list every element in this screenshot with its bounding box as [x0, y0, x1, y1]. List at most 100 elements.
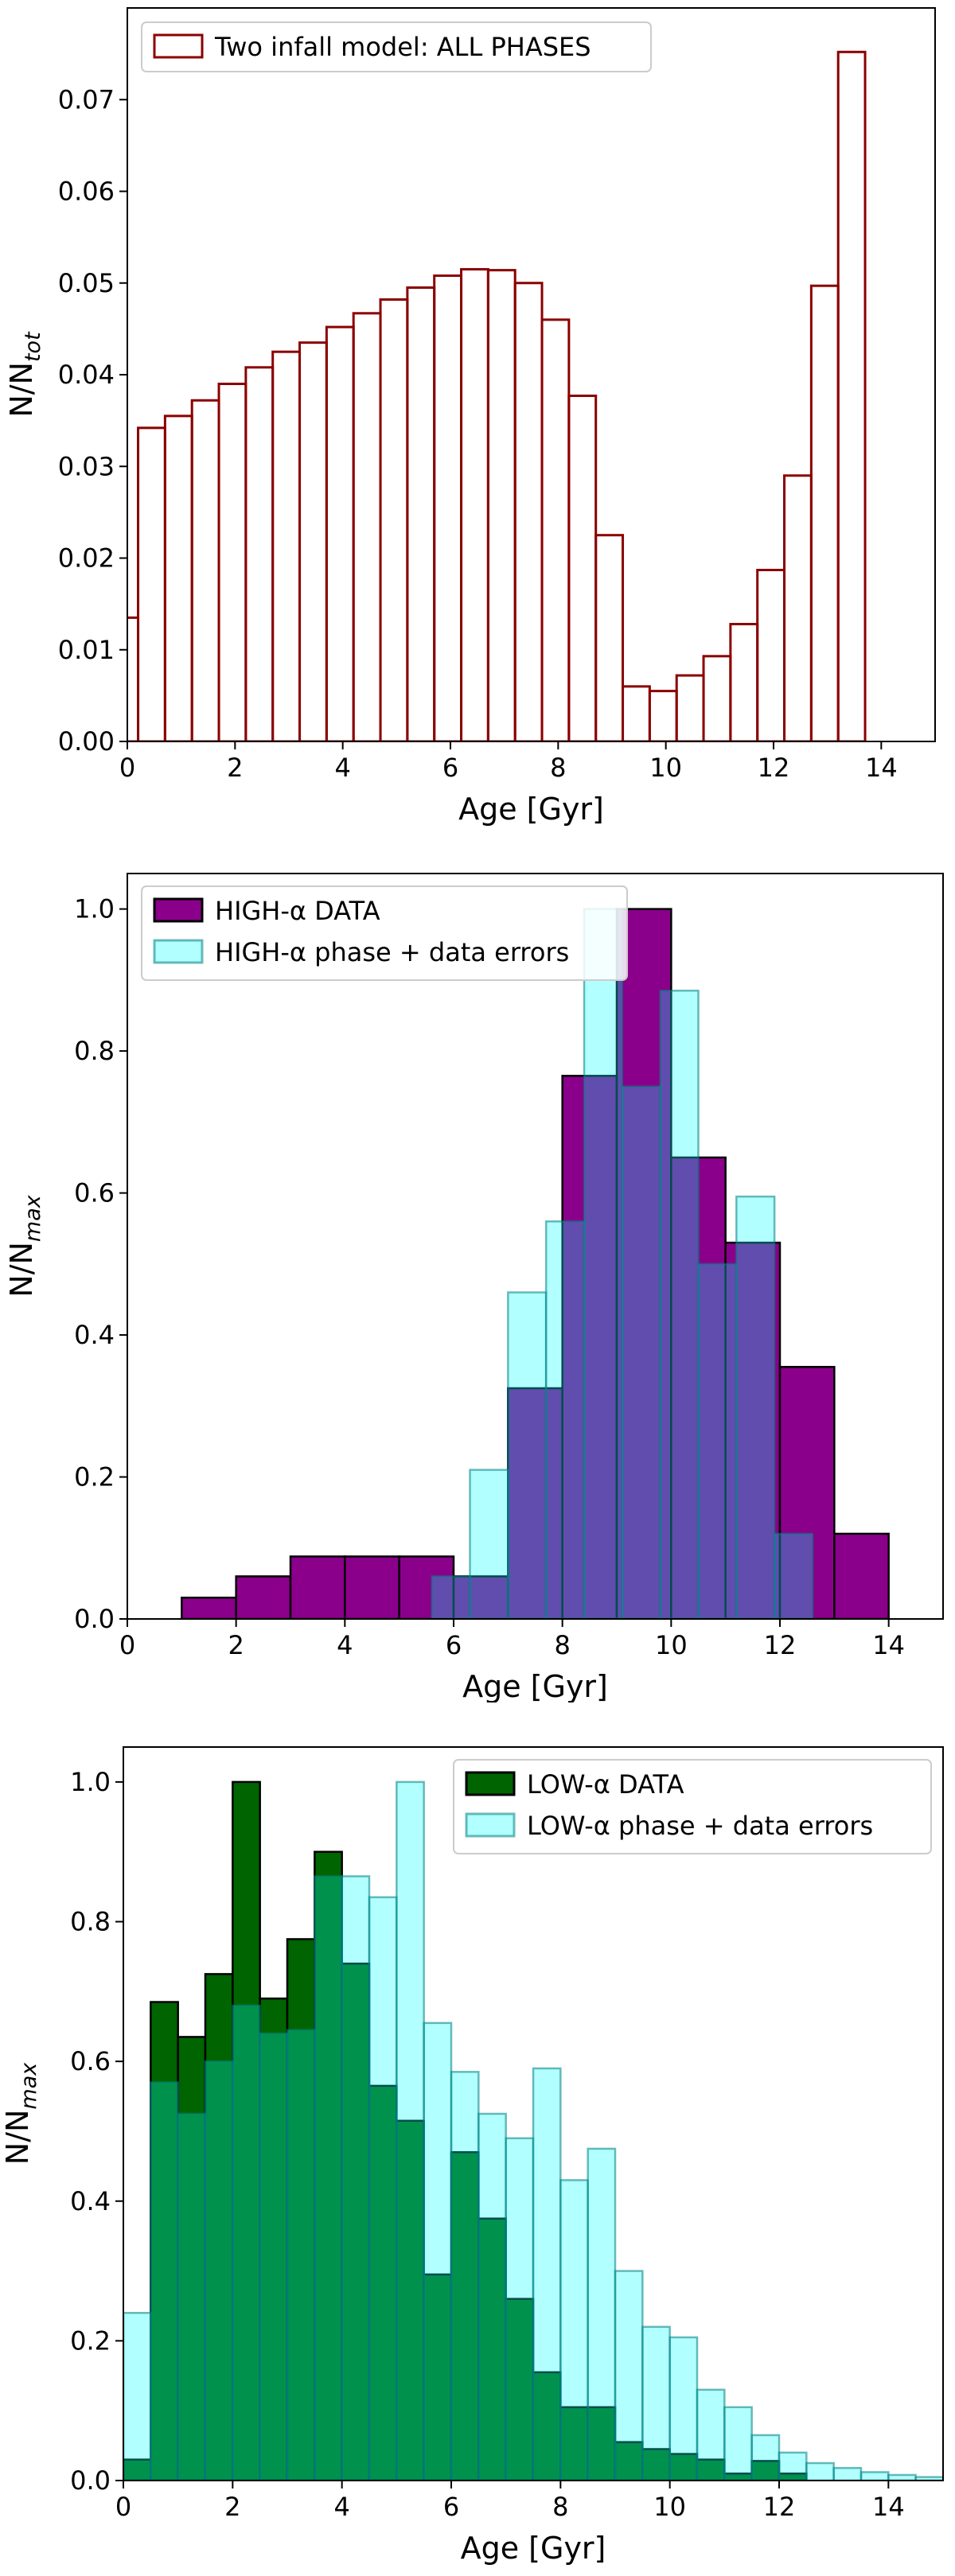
- x-tick-label: 6: [442, 753, 458, 783]
- bar-series-1-bin-0: [431, 1575, 471, 1619]
- plot-frame: [123, 1746, 944, 2481]
- bar-series-0-bin-11: [406, 286, 436, 741]
- y-tick-label: 0.6: [70, 2046, 111, 2076]
- bar-series-0-bin-14: [486, 269, 516, 741]
- y-tick-label: 1.0: [74, 894, 115, 924]
- chart-low-alpha: 0 2 4 6 8 10 12 14 0.0 0.2 0.4 0.6 0.8 1.0 Age [Gyr] N/…: [0, 1746, 944, 2566]
- bar-series-0-bin-0: [123, 2458, 152, 2481]
- bar-series-1-bin-20: [668, 2336, 699, 2481]
- chart-high-alpha: 0 2 4 6 8 10 12 14 0.0 0.2 0.4 0.6 0.8 1.0 Age [Gyr] N/…: [4, 873, 944, 1702]
- legend-label-1: HIGH-α phase + data errors: [215, 937, 569, 967]
- bar-series-1-bin-3: [204, 2060, 234, 2481]
- legend-label-1: LOW-α phase + data errors: [527, 1811, 873, 1841]
- x-tick-label: 8: [552, 2492, 568, 2522]
- x-tick-label: 4: [337, 1630, 353, 1660]
- bar-series-0-bin-9: [368, 2084, 398, 2481]
- bar-series-1-bin-15: [532, 2067, 562, 2481]
- bar-series-1-bin-7: [314, 1875, 343, 2481]
- bar-series-0-bin-25: [783, 474, 813, 741]
- bar-series-0-bin-26: [809, 284, 840, 741]
- bar-series-0-bin-2: [177, 2036, 207, 2481]
- y-tick-label: 0.8: [70, 1907, 111, 1937]
- bar-series-1-bin-1: [469, 1469, 509, 1619]
- y-tick-label: 0.06: [58, 177, 115, 207]
- bar-series-0-bin-3: [204, 1973, 234, 2481]
- bar-series-1-bin-12: [450, 2071, 480, 2481]
- x-tick-label: 14: [872, 1630, 905, 1660]
- bars-group: [181, 908, 890, 1619]
- legend-box: [453, 1759, 932, 1854]
- legend-swatch-0: [153, 897, 204, 923]
- bar-series-0-bin-22: [702, 655, 732, 741]
- legend-swatch-1: [465, 1812, 516, 1838]
- bar-series-1-bin-26: [832, 2466, 863, 2481]
- bar-series-0-bin-9: [352, 312, 382, 741]
- y-tick-label: 0.0: [70, 2465, 111, 2496]
- legend-box: [141, 21, 652, 72]
- x-tick-label: 8: [550, 753, 566, 783]
- bar-series-1-bin-9: [773, 1532, 814, 1619]
- x-tick-label: 6: [443, 2492, 459, 2522]
- x-axis-label: Age [Gyr]: [462, 1669, 608, 1702]
- bar-series-0-bin-20: [648, 690, 678, 741]
- x-tick-label: 10: [649, 753, 682, 783]
- bar-series-0-bin-11: [778, 1365, 836, 1619]
- bar-series-0-bin-1: [235, 1575, 292, 1619]
- x-tick-label: 0: [115, 2492, 131, 2522]
- x-tick-label: 12: [763, 2492, 796, 2522]
- bar-series-1-bin-23: [750, 2434, 781, 2481]
- bar-series-1-bin-19: [641, 2325, 671, 2481]
- bar-series-0-bin-24: [756, 568, 786, 741]
- bar-series-0-bin-8: [325, 325, 355, 741]
- y-tick-label: 0.8: [74, 1036, 115, 1066]
- bar-series-0-bin-15: [513, 282, 544, 741]
- bar-series-1-bin-17: [587, 2147, 617, 2481]
- bar-series-1-bin-2: [177, 2112, 207, 2481]
- x-tick-label: 0: [119, 1630, 135, 1660]
- bar-series-0-bin-0: [181, 1596, 237, 1619]
- bar-series-0-bin-18: [594, 534, 625, 741]
- bar-series-0-bin-15: [532, 2371, 562, 2481]
- x-tick-label: 12: [758, 753, 790, 783]
- x-tick-label: 8: [554, 1630, 570, 1660]
- y-axis-label: N/Ntot: [4, 331, 45, 418]
- y-tick-label: 0.6: [74, 1178, 115, 1208]
- y-tick-label: 0.01: [58, 635, 115, 665]
- bar-series-1-bin-11: [423, 2021, 453, 2481]
- x-axis-label: Age [Gyr]: [461, 2531, 606, 2566]
- bar-series-1-bin-28: [887, 2473, 917, 2481]
- bar-series-1-bin-6: [286, 2029, 316, 2481]
- x-tick-label: 2: [227, 753, 243, 783]
- y-tick-label: 0.03: [58, 451, 115, 481]
- y-tick-label: 0.04: [58, 360, 115, 390]
- bar-series-1-bin-14: [505, 2137, 535, 2481]
- y-tick-label: 1.0: [70, 1767, 111, 1797]
- y-tick-label: 0.2: [74, 1462, 115, 1492]
- x-tick-label: 2: [224, 2492, 240, 2522]
- bar-series-1-bin-7: [697, 1263, 738, 1619]
- bar-series-1-bin-27: [860, 2471, 890, 2481]
- y-axis-label: N/Nmax: [0, 2062, 41, 2165]
- bar-series-1-bin-10: [396, 1780, 425, 2481]
- bar-series-1-bin-22: [723, 2406, 753, 2481]
- x-tick-label: 12: [764, 1630, 797, 1660]
- chart-all-phases: 0 2 4 6 8 10 12 14 0.00 0.01 0.02 0.03 0.04 0.05 0.06 0…: [4, 7, 936, 827]
- bar-series-0-bin-27: [836, 50, 867, 741]
- plot-frame: [127, 7, 936, 742]
- bar-series-1-bin-25: [805, 2461, 835, 2481]
- bar-series-0-bin-4: [217, 383, 248, 741]
- y-tick-label: 0.02: [58, 543, 115, 574]
- bar-series-0-bin-17: [567, 395, 598, 741]
- legend-label-0: Two infall model: ALL PHASES: [214, 32, 591, 62]
- bar-series-0-bin-19: [622, 685, 651, 741]
- legend-label-0: HIGH-α DATA: [215, 896, 380, 926]
- x-tick-label: 2: [228, 1630, 244, 1660]
- bar-series-0-bin-3: [190, 399, 220, 741]
- bar-series-1-bin-8: [341, 1875, 371, 2481]
- y-tick-label: 0.07: [58, 84, 115, 115]
- bar-series-0-bin-16: [540, 318, 571, 741]
- bar-series-0-bin-5: [244, 366, 275, 741]
- bars-group: [127, 50, 867, 741]
- bar-series-0-bin-8: [615, 908, 672, 1619]
- bar-series-1-bin-21: [696, 2388, 726, 2481]
